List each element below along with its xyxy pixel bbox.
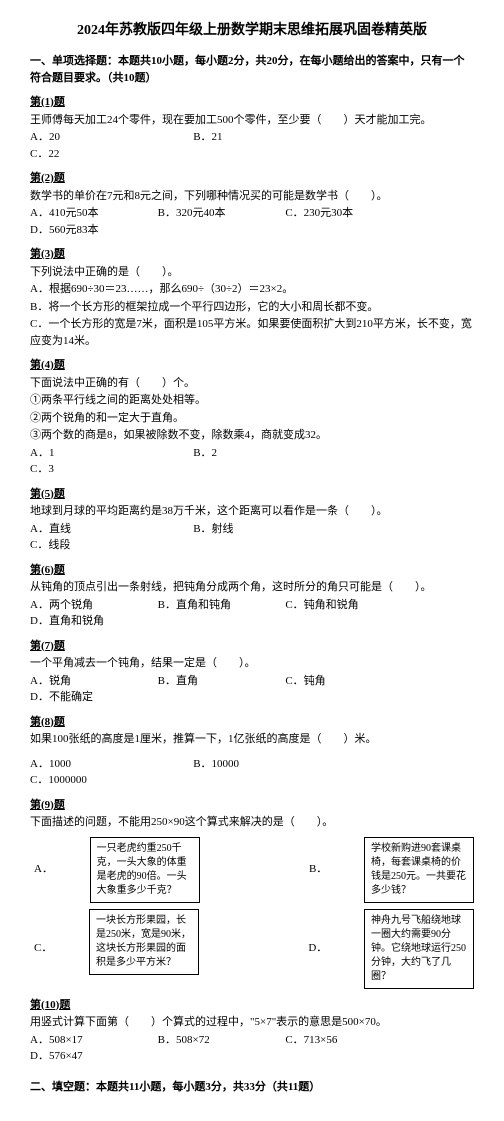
q9-row2: C． 一块长方形果园，长是250米，宽是90米，这块长方形果园的面积是多少平方米… <box>30 909 474 989</box>
q9-letter-d: D． <box>308 940 327 957</box>
q4-text: 下面说法中正确的有（ ）个。 <box>30 375 474 392</box>
q10-option-a: A．508×17 <box>30 1032 128 1049</box>
q9-letter-a: A． <box>34 861 53 878</box>
section-2-heading: 二、填空题：本题共11小题，每小题3分，共33分（共11题） <box>30 1079 474 1096</box>
q10-options: A．508×17 B．508×72 C．713×56 D．576×47 <box>30 1032 474 1065</box>
q3-text: 下列说法中正确的是（ ）。 <box>30 264 474 281</box>
q4-options: A．1 B．2 C．3 <box>30 445 474 478</box>
q9-row1: A． 一只老虎约重250千克，一头大象的体重是老虎的90倍。一头大象重多少千克？… <box>30 837 474 903</box>
q6-option-d: D．直角和锐角 <box>30 613 128 630</box>
q6-option-c: C．钝角和锐角 <box>285 597 383 614</box>
q5-option-b: B．射线 <box>193 521 326 538</box>
q9-box-b: 学校新购进90套课桌椅，每套课桌椅的价钱是250元。一共要花多少钱？ <box>364 837 474 903</box>
q2-option-b: B．320元40本 <box>158 205 256 222</box>
q2-options: A．410元50本 B．320元40本 C．230元30本 D．560元83本 <box>30 205 474 238</box>
q9-text: 下面描述的问题，不能用250×90这个算式来解决的是（ ）。 <box>30 814 474 831</box>
q2-label: 第(2)题 <box>30 170 474 187</box>
q4-line1: ①两条平行线之间的距离处处相等。 <box>30 392 474 409</box>
q7-options: A．锐角 B．直角 C．钝角 D．不能确定 <box>30 673 474 706</box>
q1-label: 第(1)题 <box>30 94 474 111</box>
q1-option-b: B．21 <box>193 129 326 146</box>
q3-option-b: B．将一个长方形的框架拉成一个平行四边形，它的大小和周长都不变。 <box>30 299 474 316</box>
q8-text: 如果100张纸的高度是1厘米，推算一下，1亿张纸的高度是（ ）米。 <box>30 731 474 748</box>
q6-option-a: A．两个锐角 <box>30 597 128 614</box>
q6-option-b: B．直角和钝角 <box>158 597 256 614</box>
section-1-heading: 一、单项选择题：本题共10小题，每小题2分，共20分，在每小题给出的答案中，只有… <box>30 53 474 86</box>
q10-label: 第(10)题 <box>30 997 474 1014</box>
q10-text: 用竖式计算下面第（ ）个算式的过程中，"5×7"表示的意思是500×70。 <box>30 1014 474 1031</box>
q7-option-d: D．不能确定 <box>30 689 128 706</box>
q2-option-a: A．410元50本 <box>30 205 128 222</box>
q9-box-c: 一块长方形果园，长是250米，宽是90米，这块长方形果园的面积是多少平方米？ <box>89 909 199 975</box>
q5-option-a: A．直线 <box>30 521 163 538</box>
q5-label: 第(5)题 <box>30 486 474 503</box>
q5-options: A．直线 B．射线 C．线段 <box>30 521 474 554</box>
q9-box-a: 一只老虎约重250千克，一头大象的体重是老虎的90倍。一头大象重多少千克？ <box>90 837 200 903</box>
q4-line3: ③两个数的商是8，如果被除数不变，除数乘4，商就变成32。 <box>30 427 474 444</box>
q7-option-a: A．锐角 <box>30 673 128 690</box>
q6-options: A．两个锐角 B．直角和钝角 C．钝角和锐角 D．直角和锐角 <box>30 597 474 630</box>
q6-text: 从钝角的顶点引出一条射线，把钝角分成两个角，这时所分的角只可能是（ ）。 <box>30 579 474 596</box>
q8-option-c: C．1000000 <box>30 772 163 789</box>
q2-option-d: D．560元83本 <box>30 222 128 239</box>
q5-option-c: C．线段 <box>30 537 163 554</box>
q4-line2: ②两个锐角的和一定大于直角。 <box>30 410 474 427</box>
q7-label: 第(7)题 <box>30 638 474 655</box>
q9-label: 第(9)题 <box>30 797 474 814</box>
q2-text: 数学书的单价在7元和8元之间，下列哪种情况买的可能是数学书（ ）。 <box>30 188 474 205</box>
q6-label: 第(6)题 <box>30 562 474 579</box>
q10-option-b: B．508×72 <box>158 1032 256 1049</box>
q7-text: 一个平角减去一个钝角，结果一定是（ ）。 <box>30 655 474 672</box>
q2-option-c: C．230元30本 <box>285 205 383 222</box>
q7-option-b: B．直角 <box>158 673 256 690</box>
exam-title: 2024年苏教版四年级上册数学期末思维拓展巩固卷精英版 <box>30 20 474 41</box>
q8-option-a: A．1000 <box>30 756 163 773</box>
q10-option-d: D．576×47 <box>30 1048 128 1065</box>
q4-label: 第(4)题 <box>30 357 474 374</box>
q7-option-c: C．钝角 <box>285 673 383 690</box>
q9-box-d: 神舟九号飞船绕地球一圈大约需要90分钟。它绕地球运行250分钟，大约飞了几圈？ <box>364 909 474 989</box>
q3-option-c: C．一个长方形的宽是7米，面积是105平方米。如果要使面积扩大到210平方米，长… <box>30 316 474 349</box>
q9-letter-c: C． <box>34 940 52 957</box>
q5-text: 地球到月球的平均距离约是38万千米，这个距离可以看作是一条（ ）。 <box>30 503 474 520</box>
q8-label: 第(8)题 <box>30 714 474 731</box>
q8-option-b: B．10000 <box>193 756 326 773</box>
q9-letter-b: B． <box>309 861 327 878</box>
q4-option-c: C．3 <box>30 461 163 478</box>
q1-option-c: C．22 <box>30 146 163 163</box>
q1-option-a: A．20 <box>30 129 163 146</box>
q1-text: 王师傅每天加工24个零件，现在要加工500个零件，至少要（ ）天才能加工完。 <box>30 112 474 129</box>
q1-options: A．20 B．21 C．22 <box>30 129 474 162</box>
q3-label: 第(3)题 <box>30 246 474 263</box>
q4-option-a: A．1 <box>30 445 163 462</box>
q10-option-c: C．713×56 <box>285 1032 383 1049</box>
q8-options: A．1000 B．10000 C．1000000 <box>30 756 474 789</box>
q4-option-b: B．2 <box>193 445 326 462</box>
q3-option-a: A．根据690÷30＝23……，那么690÷（30÷2）＝23×2。 <box>30 281 474 298</box>
